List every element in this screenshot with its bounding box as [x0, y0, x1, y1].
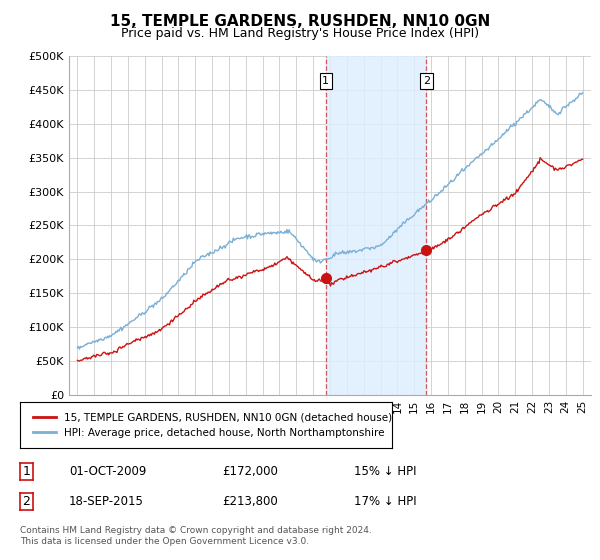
Text: 1: 1	[322, 76, 329, 86]
Text: 2: 2	[423, 76, 430, 86]
Text: Price paid vs. HM Land Registry's House Price Index (HPI): Price paid vs. HM Land Registry's House …	[121, 27, 479, 40]
Text: 15, TEMPLE GARDENS, RUSHDEN, NN10 0GN: 15, TEMPLE GARDENS, RUSHDEN, NN10 0GN	[110, 14, 490, 29]
Text: 01-OCT-2009: 01-OCT-2009	[69, 465, 146, 478]
Legend: 15, TEMPLE GARDENS, RUSHDEN, NN10 0GN (detached house), HPI: Average price, deta: 15, TEMPLE GARDENS, RUSHDEN, NN10 0GN (d…	[29, 408, 397, 442]
Text: 17% ↓ HPI: 17% ↓ HPI	[354, 494, 416, 508]
Text: £172,000: £172,000	[222, 465, 278, 478]
Text: £213,800: £213,800	[222, 494, 278, 508]
Text: 15% ↓ HPI: 15% ↓ HPI	[354, 465, 416, 478]
Text: Contains HM Land Registry data © Crown copyright and database right 2024.
This d: Contains HM Land Registry data © Crown c…	[20, 526, 371, 546]
Bar	[326, 56, 427, 395]
Text: 18-SEP-2015: 18-SEP-2015	[69, 494, 144, 508]
Text: 1: 1	[23, 465, 31, 478]
Text: 2: 2	[23, 494, 31, 508]
